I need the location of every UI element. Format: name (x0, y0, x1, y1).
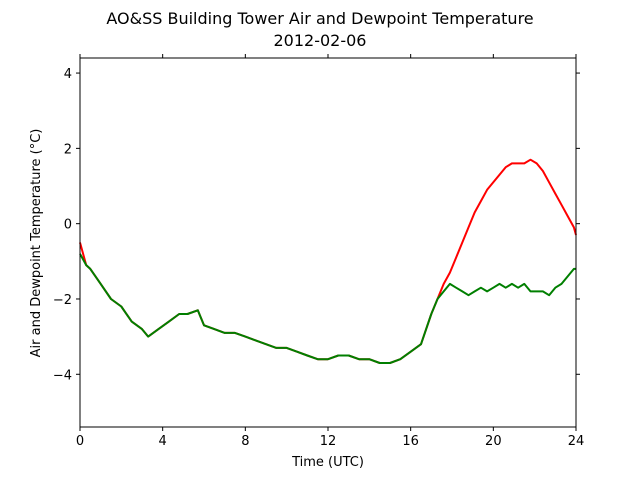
x-tick-label: 24 (568, 434, 585, 449)
x-tick-label: 0 (76, 434, 84, 449)
x-axis-label: Time (UTC) (291, 455, 364, 470)
plot-lines (79, 158, 577, 364)
chart-subtitle: 2012-02-06 (274, 31, 367, 50)
series-line-1 (79, 253, 576, 364)
y-tick-label: 4 (64, 67, 72, 82)
y-tick-label: −4 (53, 368, 72, 383)
plot-frame (79, 57, 577, 428)
x-tick-label: 16 (402, 434, 419, 449)
y-tick-label: −2 (53, 293, 72, 308)
y-tick-label: 0 (64, 218, 72, 233)
chart-title: AO&SS Building Tower Air and Dewpoint Te… (106, 9, 533, 28)
x-tick-label: 20 (485, 434, 502, 449)
x-tick-label: 12 (320, 434, 337, 449)
x-tick-label: 8 (241, 434, 249, 449)
y-tick-label: 2 (64, 142, 72, 157)
x-tick-label: 4 (159, 434, 167, 449)
y-axis-label: Air and Dewpoint Temperature (°C) (29, 129, 44, 358)
